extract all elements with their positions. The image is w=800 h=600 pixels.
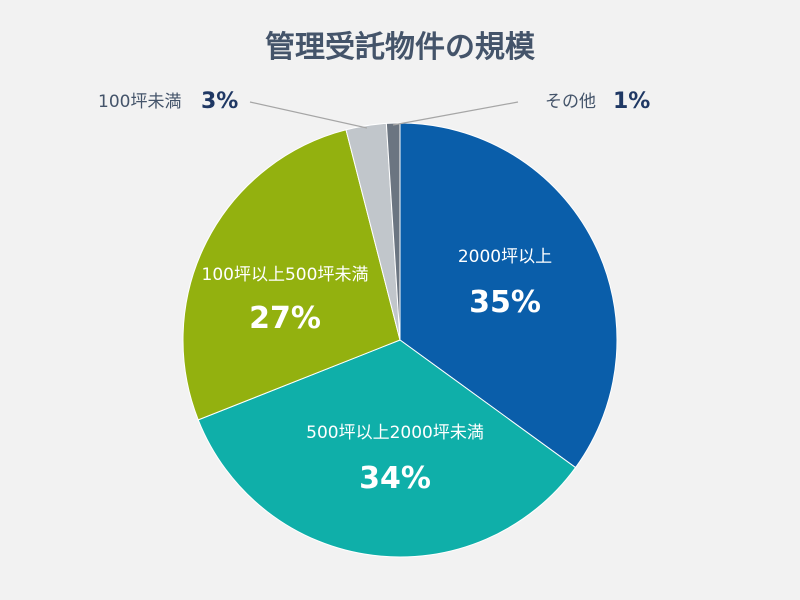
slice-value-4: 3%	[201, 89, 238, 114]
slice-label-5: その他	[545, 92, 596, 112]
slice-label-4: 100坪未満	[98, 92, 181, 112]
slice-value-3: 27%	[249, 301, 321, 336]
pie-slice-1	[399, 122, 618, 469]
chart-title: 管理受託物件の規模	[265, 30, 535, 65]
leader-line-5	[392, 101, 519, 126]
slice-label-2: 500坪以上2000坪未満	[306, 423, 484, 443]
leader-line-4	[249, 101, 368, 129]
pie-slice-3	[182, 129, 401, 421]
slice-label-3: 100坪以上500坪未満	[202, 265, 369, 285]
slice-value-2: 34%	[359, 461, 431, 496]
pie-slice-5	[385, 122, 401, 341]
slice-value-1: 35%	[469, 285, 541, 320]
pie-slice-2	[197, 339, 577, 558]
slice-value-5: 1%	[613, 89, 650, 114]
slice-label-1: 2000坪以上	[458, 247, 552, 267]
